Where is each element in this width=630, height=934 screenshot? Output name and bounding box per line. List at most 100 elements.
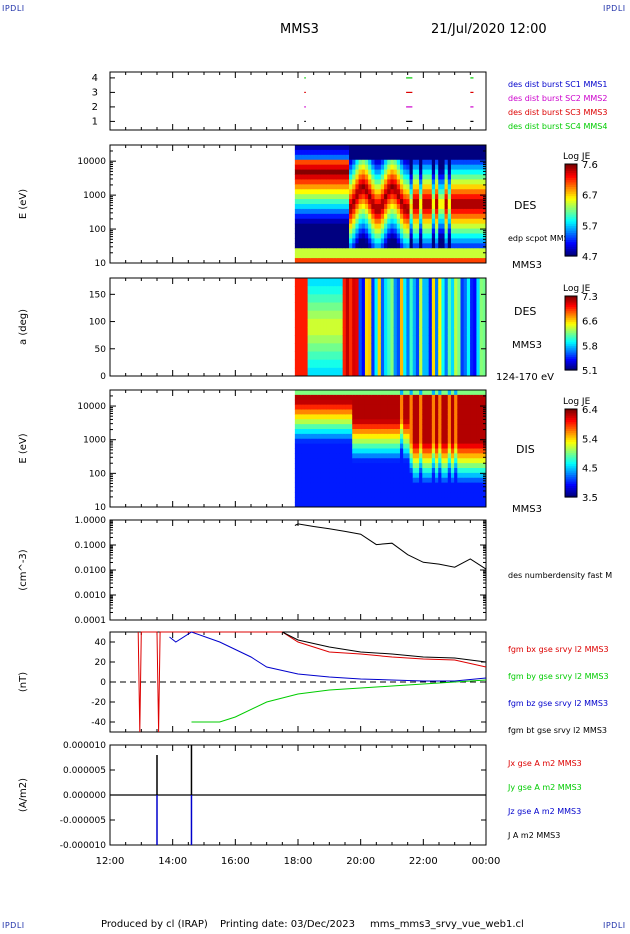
des_energy-heat-cell [463,248,468,254]
des_energy-heat-cell [342,238,347,244]
dis_energy-heat-cell [313,472,318,479]
dis_energy-heat-cell [326,443,331,449]
des_pitch-heat-cell [320,294,325,303]
des_energy-heat-cell [431,189,436,195]
des_energy-heat-cell [342,243,347,249]
des_energy-heat-cell [422,213,426,220]
des_pitch-heat-cell [377,302,382,312]
dis_energy-heat-cell [466,409,471,415]
dis_energy-heat-cell [466,487,471,493]
des_energy-heat-cell [419,223,423,230]
des_pitch-heat-cell [342,294,347,303]
dis_energy-heat-cell [399,468,404,474]
des_energy-heat-cell [403,208,407,215]
des_pitch-heat-cell [415,351,420,361]
des_energy-heat-cell [313,199,318,205]
des_energy-heat-cell [412,169,417,175]
fgm-frame [109,631,487,733]
des_energy-heat-cell [419,184,423,190]
des_energy-heat-cell [364,218,369,225]
des_energy-heat-cell [473,184,477,190]
dis_energy-heat-cell [380,433,385,440]
dis_energy-heat-cell [396,433,401,440]
des_energy-heat-cell [441,258,446,264]
dis_energy-heat-cell [463,468,468,474]
des_pitch-heat-cell [422,335,426,344]
des_energy-heat-cell [384,248,388,254]
dis_energy-heat-cell [431,497,436,503]
dis_energy-heat-cell [425,409,430,415]
des_pitch-heat-cell [470,278,474,287]
dis_energy-heat-cell [336,468,340,474]
dis_energy-heat-cell [307,419,312,425]
dis_energy-heat-cell [310,399,315,406]
dis_energy-heat-cell [387,497,391,503]
des_pitch-heat-cell [428,359,433,369]
des_pitch-heat-cell [476,351,481,361]
des_pitch-heat-cell [336,351,340,361]
des_energy-heat-cell [377,184,382,190]
des_energy-heat-cell [476,218,481,225]
dis_energy-heat-cell [454,433,458,440]
des_energy-heat-cell [396,149,401,156]
dis_energy-heat-cell [457,433,462,440]
des_energy-heat-cell [339,238,344,244]
des_energy-heat-cell [473,179,477,185]
dis_energy-heat-cell [415,463,420,469]
des_energy-heat-cell [431,154,436,161]
dis_energy-heat-cell [352,404,356,410]
dis_energy-heat-cell [371,487,376,493]
dis_energy-heat-cell [333,453,337,459]
des_energy-heat-cell [438,164,442,171]
dis_energy-heat-cell [374,472,379,479]
des_energy-heat-cell [307,169,312,175]
dis_energy-heat-cell [307,463,312,469]
des_energy-heat-cell [428,213,433,220]
des_energy-heat-cell [454,149,458,156]
des_energy-heat-cell [301,174,305,180]
dis_energy-heat-cell [384,394,388,401]
dis_energy-colorbar-tick: 4.5 [582,464,598,475]
des_pitch-heat-cell [482,302,487,312]
des_energy-heat-cell [457,184,462,190]
dis_energy-heat-cell [425,502,430,508]
des_energy-heat-cell [470,154,474,161]
dis_energy-heat-cell [457,414,462,420]
dis_energy-heat-cell [473,463,477,469]
des_energy-heat-cell [320,149,325,156]
dis_energy-heat-cell [444,458,449,464]
des_energy-heat-cell [466,223,471,230]
des_energy-heat-cell [345,204,350,210]
des_energy-heat-cell [438,159,442,166]
dis_energy-heat-cell [298,448,302,454]
des_pitch-heat-cell [313,278,318,287]
des_energy-heat-cell [457,238,462,244]
des_pitch-heat-cell [435,327,439,336]
dis_energy-heat-cell [438,458,442,464]
des_pitch-heat-cell [399,318,404,328]
des_energy-heat-cell [450,223,455,230]
des_pitch-heat-cell [323,286,328,295]
dis_energy-heat-cell [323,414,328,420]
des_energy-heat-cell [333,258,337,264]
des_pitch-heat-cell [399,335,404,344]
des_pitch-heat-cell [425,335,430,344]
dis_energy-heat-cell [463,477,468,484]
des_pitch-heat-cell [403,351,407,361]
dis_energy-heat-cell [406,404,411,410]
dis_energy-heat-cell [349,399,353,406]
des_pitch-heat-cell [422,359,426,369]
dis_energy-heat-cell [336,438,340,445]
des_energy-heat-cell [377,228,382,234]
dis_energy-heat-cell [313,497,318,503]
des_energy-heat-cell [431,223,436,230]
des_pitch-heat-cell [371,343,376,352]
des_energy-heat-cell [457,189,462,195]
des_energy-heat-cell [438,243,442,249]
des_pitch-heat-cell [419,359,423,369]
des_energy-heat-cell [333,194,337,200]
dis_energy-heat-cell [460,390,465,396]
des_pitch-heat-cell [463,294,468,303]
dis_energy-heat-cell [403,502,407,508]
des_pitch-heat-cell [428,343,433,352]
